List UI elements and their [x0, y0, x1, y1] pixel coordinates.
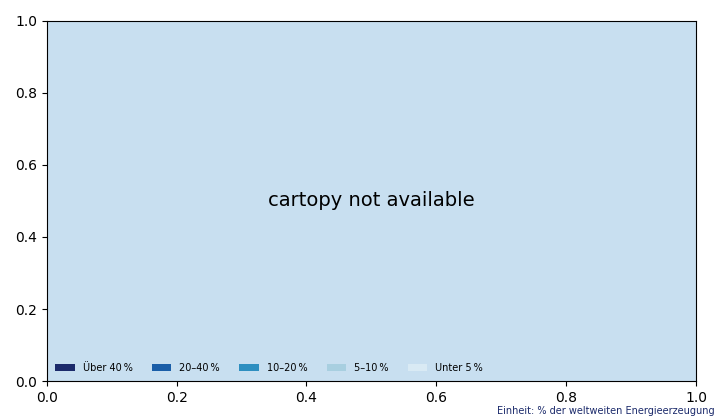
- Text: cartopy not available: cartopy not available: [268, 192, 474, 210]
- Legend: Über 40 %, 20–40 %, 10–20 %, 5–10 %, Unter 5 %: Über 40 %, 20–40 %, 10–20 %, 5–10 %, Unt…: [51, 359, 487, 376]
- Text: Einheit: % der weltweiten Energieerzeugung: Einheit: % der weltweiten Energieerzeugu…: [497, 406, 715, 416]
